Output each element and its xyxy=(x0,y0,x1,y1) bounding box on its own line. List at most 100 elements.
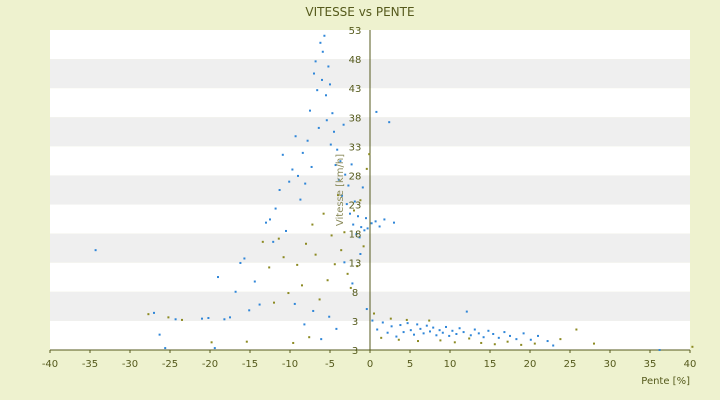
data-point xyxy=(288,180,291,183)
data-point xyxy=(347,184,350,187)
data-point xyxy=(305,242,307,245)
data-point xyxy=(520,343,523,346)
data-point xyxy=(349,212,351,215)
data-point xyxy=(311,223,314,226)
data-point xyxy=(319,41,322,44)
data-point xyxy=(428,319,431,322)
data-point xyxy=(357,215,359,218)
data-point xyxy=(223,318,226,321)
data-point xyxy=(533,342,536,345)
y-tick-label: 13 xyxy=(349,259,362,270)
x-tick-label: -35 xyxy=(82,359,98,370)
y-tick-label: 43 xyxy=(349,84,362,95)
x-tick-label: -15 xyxy=(242,359,258,370)
data-point xyxy=(268,266,271,269)
data-point xyxy=(417,340,419,343)
data-point xyxy=(388,121,391,124)
data-point xyxy=(343,261,346,264)
data-point xyxy=(278,189,281,191)
data-point xyxy=(301,284,303,287)
data-point xyxy=(365,217,367,220)
data-point xyxy=(329,143,332,146)
data-point xyxy=(310,165,313,168)
data-point xyxy=(340,249,343,252)
data-point xyxy=(365,308,368,311)
data-point xyxy=(153,311,155,314)
data-point xyxy=(167,316,170,319)
x-tick-label: 15 xyxy=(484,359,497,370)
data-point xyxy=(312,309,315,312)
data-point xyxy=(438,329,441,332)
data-point xyxy=(381,321,384,324)
data-point xyxy=(234,290,237,293)
data-point xyxy=(158,333,161,336)
data-point xyxy=(320,338,323,341)
y-tick-label: 8 xyxy=(352,288,358,299)
data-point xyxy=(321,50,324,53)
data-point xyxy=(253,280,256,283)
data-point xyxy=(316,89,319,92)
x-tick-label: 0 xyxy=(367,359,373,370)
data-point xyxy=(287,292,290,295)
x-tick-label: 35 xyxy=(644,359,657,370)
data-point xyxy=(453,341,456,344)
data-point xyxy=(493,343,496,346)
x-tick-label: 40 xyxy=(684,359,697,370)
data-point xyxy=(439,339,442,342)
x-tick-label: -40 xyxy=(42,359,58,370)
data-point xyxy=(306,139,309,142)
data-point xyxy=(361,186,364,189)
data-point xyxy=(393,221,395,224)
data-point xyxy=(299,198,302,201)
data-point xyxy=(309,109,311,112)
data-point xyxy=(356,265,359,268)
data-point xyxy=(342,123,345,126)
data-point xyxy=(345,203,348,206)
data-point xyxy=(313,72,315,75)
data-point xyxy=(147,313,150,316)
data-point xyxy=(336,148,339,151)
data-point xyxy=(334,164,337,167)
data-point xyxy=(355,233,358,236)
data-point xyxy=(480,341,483,344)
data-point xyxy=(425,324,428,327)
data-point xyxy=(261,240,264,243)
data-point xyxy=(213,347,216,350)
data-point xyxy=(293,302,296,305)
data-point xyxy=(353,200,356,203)
data-point xyxy=(465,310,468,313)
data-point xyxy=(258,303,261,306)
data-point xyxy=(358,236,361,239)
data-point xyxy=(395,335,398,338)
data-point xyxy=(473,328,476,331)
data-point xyxy=(359,253,362,255)
data-point xyxy=(304,182,307,185)
data-point xyxy=(301,151,304,154)
data-point xyxy=(325,119,328,122)
y-axis-label: Vitesse [km/h] xyxy=(335,154,346,226)
data-point xyxy=(329,83,331,86)
y-tick-label: 18 xyxy=(349,230,362,241)
data-point xyxy=(164,347,167,350)
x-axis-label: Pente [%] xyxy=(641,376,690,387)
data-point xyxy=(346,272,349,275)
data-point xyxy=(181,318,183,321)
data-point xyxy=(378,225,381,228)
data-point xyxy=(492,333,495,335)
data-point xyxy=(314,253,317,256)
data-point xyxy=(386,331,389,334)
x-tick-label: -25 xyxy=(162,359,178,370)
data-point xyxy=(368,153,371,156)
data-point xyxy=(350,163,353,166)
data-point xyxy=(380,336,383,339)
data-point xyxy=(331,112,334,115)
data-point xyxy=(503,331,506,334)
data-point xyxy=(365,167,368,170)
data-point xyxy=(285,229,287,232)
y-tick-label: 48 xyxy=(349,55,362,66)
data-point xyxy=(363,229,366,232)
data-point xyxy=(337,178,340,181)
